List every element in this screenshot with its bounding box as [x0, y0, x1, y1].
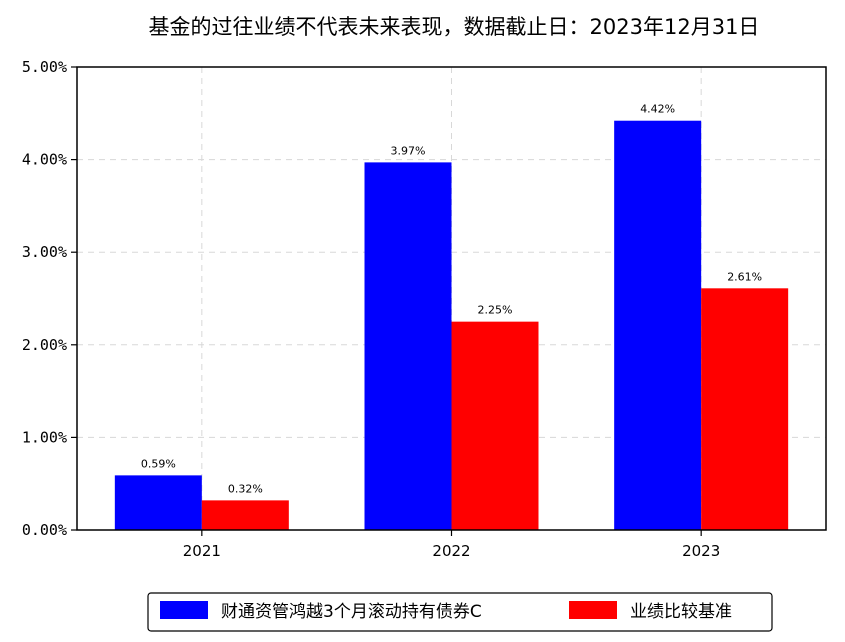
y-tick-label: 1.00%: [22, 428, 67, 446]
x-tick-label: 2021: [183, 542, 221, 560]
bar-fund-2022: [364, 162, 452, 531]
bars: [114, 120, 789, 531]
data-label: 2.61%: [727, 270, 762, 283]
y-axis: 0.00% 1.00% 2.00% 3.00% 4.00% 5.00%: [22, 58, 77, 539]
data-label: 3.97%: [391, 144, 426, 157]
y-tick-label: 4.00%: [22, 151, 67, 169]
y-tick-label: 5.00%: [22, 58, 67, 76]
legend-label-benchmark: 业绩比较基准: [630, 602, 732, 622]
data-label: 0.32%: [228, 482, 263, 495]
legend-swatch-fund: [160, 601, 208, 619]
bar-fund-2023: [614, 120, 702, 530]
legend-swatch-benchmark: [569, 601, 617, 619]
chart-title: 基金的过往业绩不代表未来表现，数据截止日：2023年12月31日: [149, 15, 760, 39]
data-label: 2.25%: [478, 304, 513, 317]
y-tick-label: 0.00%: [22, 521, 67, 539]
x-tick-label: 2022: [432, 542, 470, 560]
bar-benchmark-2023: [701, 288, 789, 530]
bar-fund-2021: [114, 475, 202, 530]
legend-label-fund: 财通资管鸿越3个月滚动持有债券C: [221, 602, 482, 622]
y-tick-label: 2.00%: [22, 336, 67, 354]
y-tick-label: 3.00%: [22, 243, 67, 261]
data-labels: 0.59% 0.32% 3.97% 2.25% 4.42% 2.61%: [141, 103, 762, 496]
x-tick-label: 2023: [682, 542, 720, 560]
legend: 财通资管鸿越3个月滚动持有债券C 业绩比较基准: [147, 592, 773, 632]
bar-benchmark-2022: [451, 321, 539, 530]
bar-benchmark-2021: [201, 500, 289, 530]
x-axis: 2021 2022 2023: [183, 530, 720, 560]
data-label: 4.42%: [640, 103, 675, 116]
data-label: 0.59%: [141, 457, 176, 470]
